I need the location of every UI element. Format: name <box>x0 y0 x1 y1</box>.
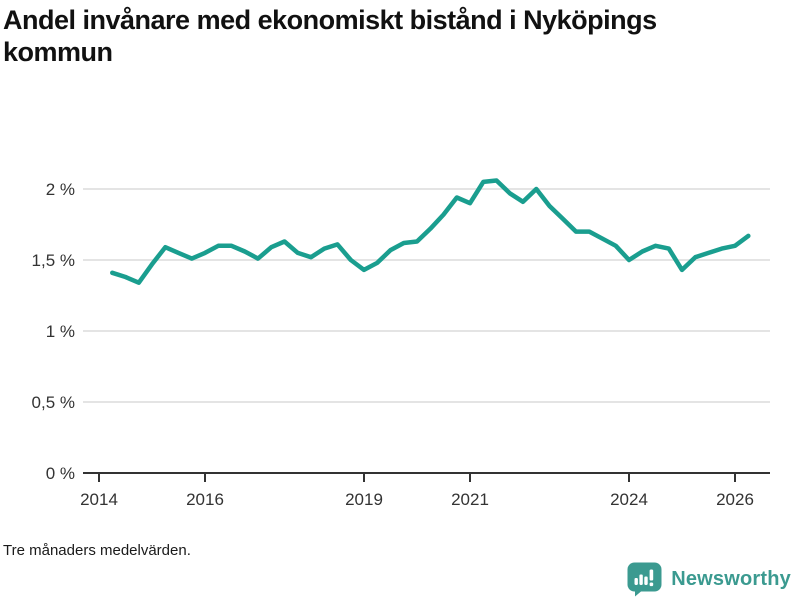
gridlines <box>83 188 770 403</box>
x-axis-tick-label: 2026 <box>716 490 754 509</box>
y-axis-tick-label: 2 % <box>46 180 75 199</box>
x-axis <box>83 472 770 482</box>
x-axis-tick-label: 2019 <box>345 490 383 509</box>
y-axis-tick-label: 1,5 % <box>32 251 75 270</box>
y-axis-labels: 0 % 0,5 % 1 % 1,5 % 2 % <box>32 180 75 483</box>
data-series <box>110 178 751 285</box>
x-axis-tick-label: 2016 <box>186 490 224 509</box>
x-axis-labels: 2014 2016 2019 2021 2024 2026 <box>80 490 754 509</box>
page-title: Andel invånare med ekonomiskt bistånd i … <box>3 5 657 68</box>
newsworthy-logo: Newsworthy <box>627 562 791 597</box>
y-axis-tick-label: 1 % <box>46 322 75 341</box>
x-axis-tick-label: 2021 <box>451 490 489 509</box>
y-axis-tick-label: 0 % <box>46 464 75 483</box>
x-axis-tick-label: 2024 <box>610 490 648 509</box>
chart-footnote: Tre månaders medelvärden. <box>3 542 191 559</box>
bar-chart-speech-bubble-icon <box>627 562 662 597</box>
x-axis-tick-label: 2014 <box>80 490 118 509</box>
brand-wordmark: Newsworthy <box>671 568 791 590</box>
data-line <box>110 178 751 285</box>
y-axis-tick-label: 0,5 % <box>32 393 75 412</box>
